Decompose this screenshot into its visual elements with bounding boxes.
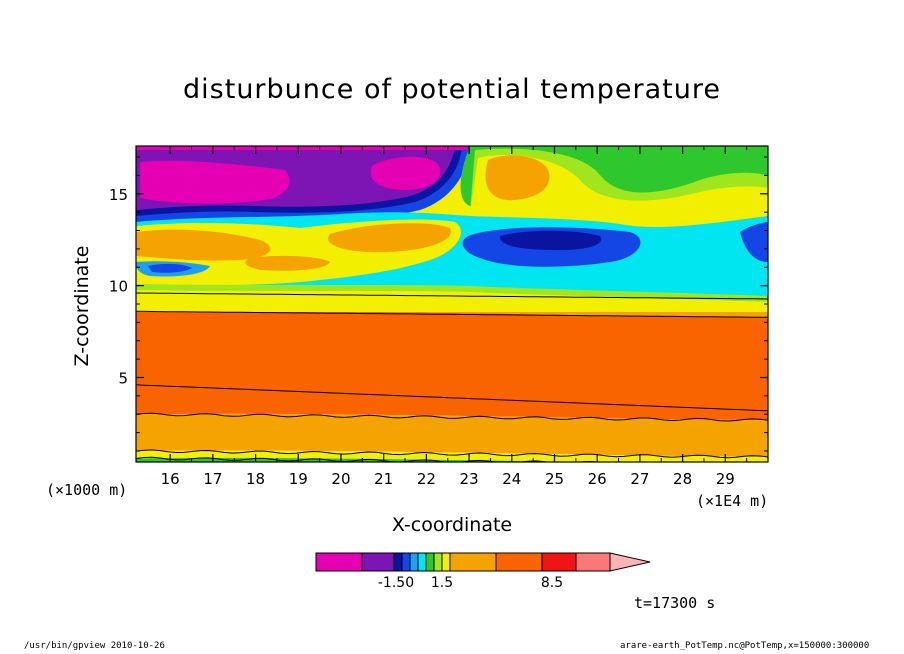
x-tick-label: 16 [161, 470, 180, 488]
x-tick-label: 18 [246, 470, 265, 488]
colorbar-label: -1.50 [378, 575, 414, 591]
contour-line-4 [136, 449, 768, 459]
y-axis-unit: (×1000 m) [46, 481, 128, 499]
x-tick-label: 21 [374, 470, 393, 488]
colorbar-segment [449, 552, 497, 572]
contour-line-0 [136, 292, 768, 300]
contour-lines [136, 292, 768, 462]
x-tick-label: 20 [331, 470, 350, 488]
contour-line-2 [136, 384, 768, 412]
x-tick-label: 26 [588, 470, 607, 488]
y-axis: 5 10 15 [109, 156, 768, 452]
x-tick-label: 17 [203, 470, 222, 488]
chart-title: disturbunce of potential temperature [183, 74, 721, 105]
colorbar-segment [441, 552, 451, 572]
colorbar-label: 8.5 [541, 575, 563, 591]
x-tick-label: 24 [502, 470, 521, 488]
x-tick-label: 22 [417, 470, 436, 488]
x-axis: 16 17 18 19 20 21 22 23 24 25 26 27 28 29 [161, 146, 748, 488]
contour-line-3 [136, 412, 768, 422]
colorbar-segment [393, 552, 403, 572]
colorbar-segment [575, 552, 611, 572]
colorbar-segment [401, 552, 411, 572]
x-tick-label: 29 [716, 470, 735, 488]
y-tick-label: 10 [109, 278, 128, 296]
colorbar: -1.50 1.5 8.5 [315, 552, 651, 591]
contour-line-1 [136, 310, 768, 318]
layer-3 [136, 413, 768, 457]
footer-source: arare-earth_PotTemp.nc@PotTemp,x=150000:… [620, 641, 870, 651]
colorbar-segment [417, 552, 427, 572]
colorbar-segment [495, 552, 543, 572]
time-label: t=17300 s [634, 594, 716, 612]
x-axis-unit: (×1E4 m) [696, 492, 769, 510]
x-tick-label: 27 [630, 470, 649, 488]
contour-field [136, 146, 768, 462]
colorbar-label: 1.5 [431, 575, 453, 591]
x-tick-label: 25 [545, 470, 564, 488]
x-tick-label: 23 [460, 470, 479, 488]
colorbar-arrow [609, 552, 651, 572]
x-tick-label: 28 [673, 470, 692, 488]
y-tick-label: 15 [109, 186, 128, 204]
colorbar-segment [361, 552, 395, 572]
x-axis-label: X-coordinate [391, 514, 513, 536]
colorbar-segment [425, 552, 435, 572]
colorbar-segment [541, 552, 577, 572]
colorbar-segment [409, 552, 419, 572]
y-axis-label: Z-coordinate [71, 245, 93, 367]
colorbar-segment [315, 552, 363, 572]
y-tick-label: 5 [118, 369, 128, 387]
x-tick-label: 19 [289, 470, 308, 488]
colorbar-segment [433, 552, 443, 572]
layer-2 [136, 310, 768, 421]
upper-contours [136, 146, 768, 312]
footer-program: /usr/bin/gpview 2010-10-26 [24, 641, 165, 651]
